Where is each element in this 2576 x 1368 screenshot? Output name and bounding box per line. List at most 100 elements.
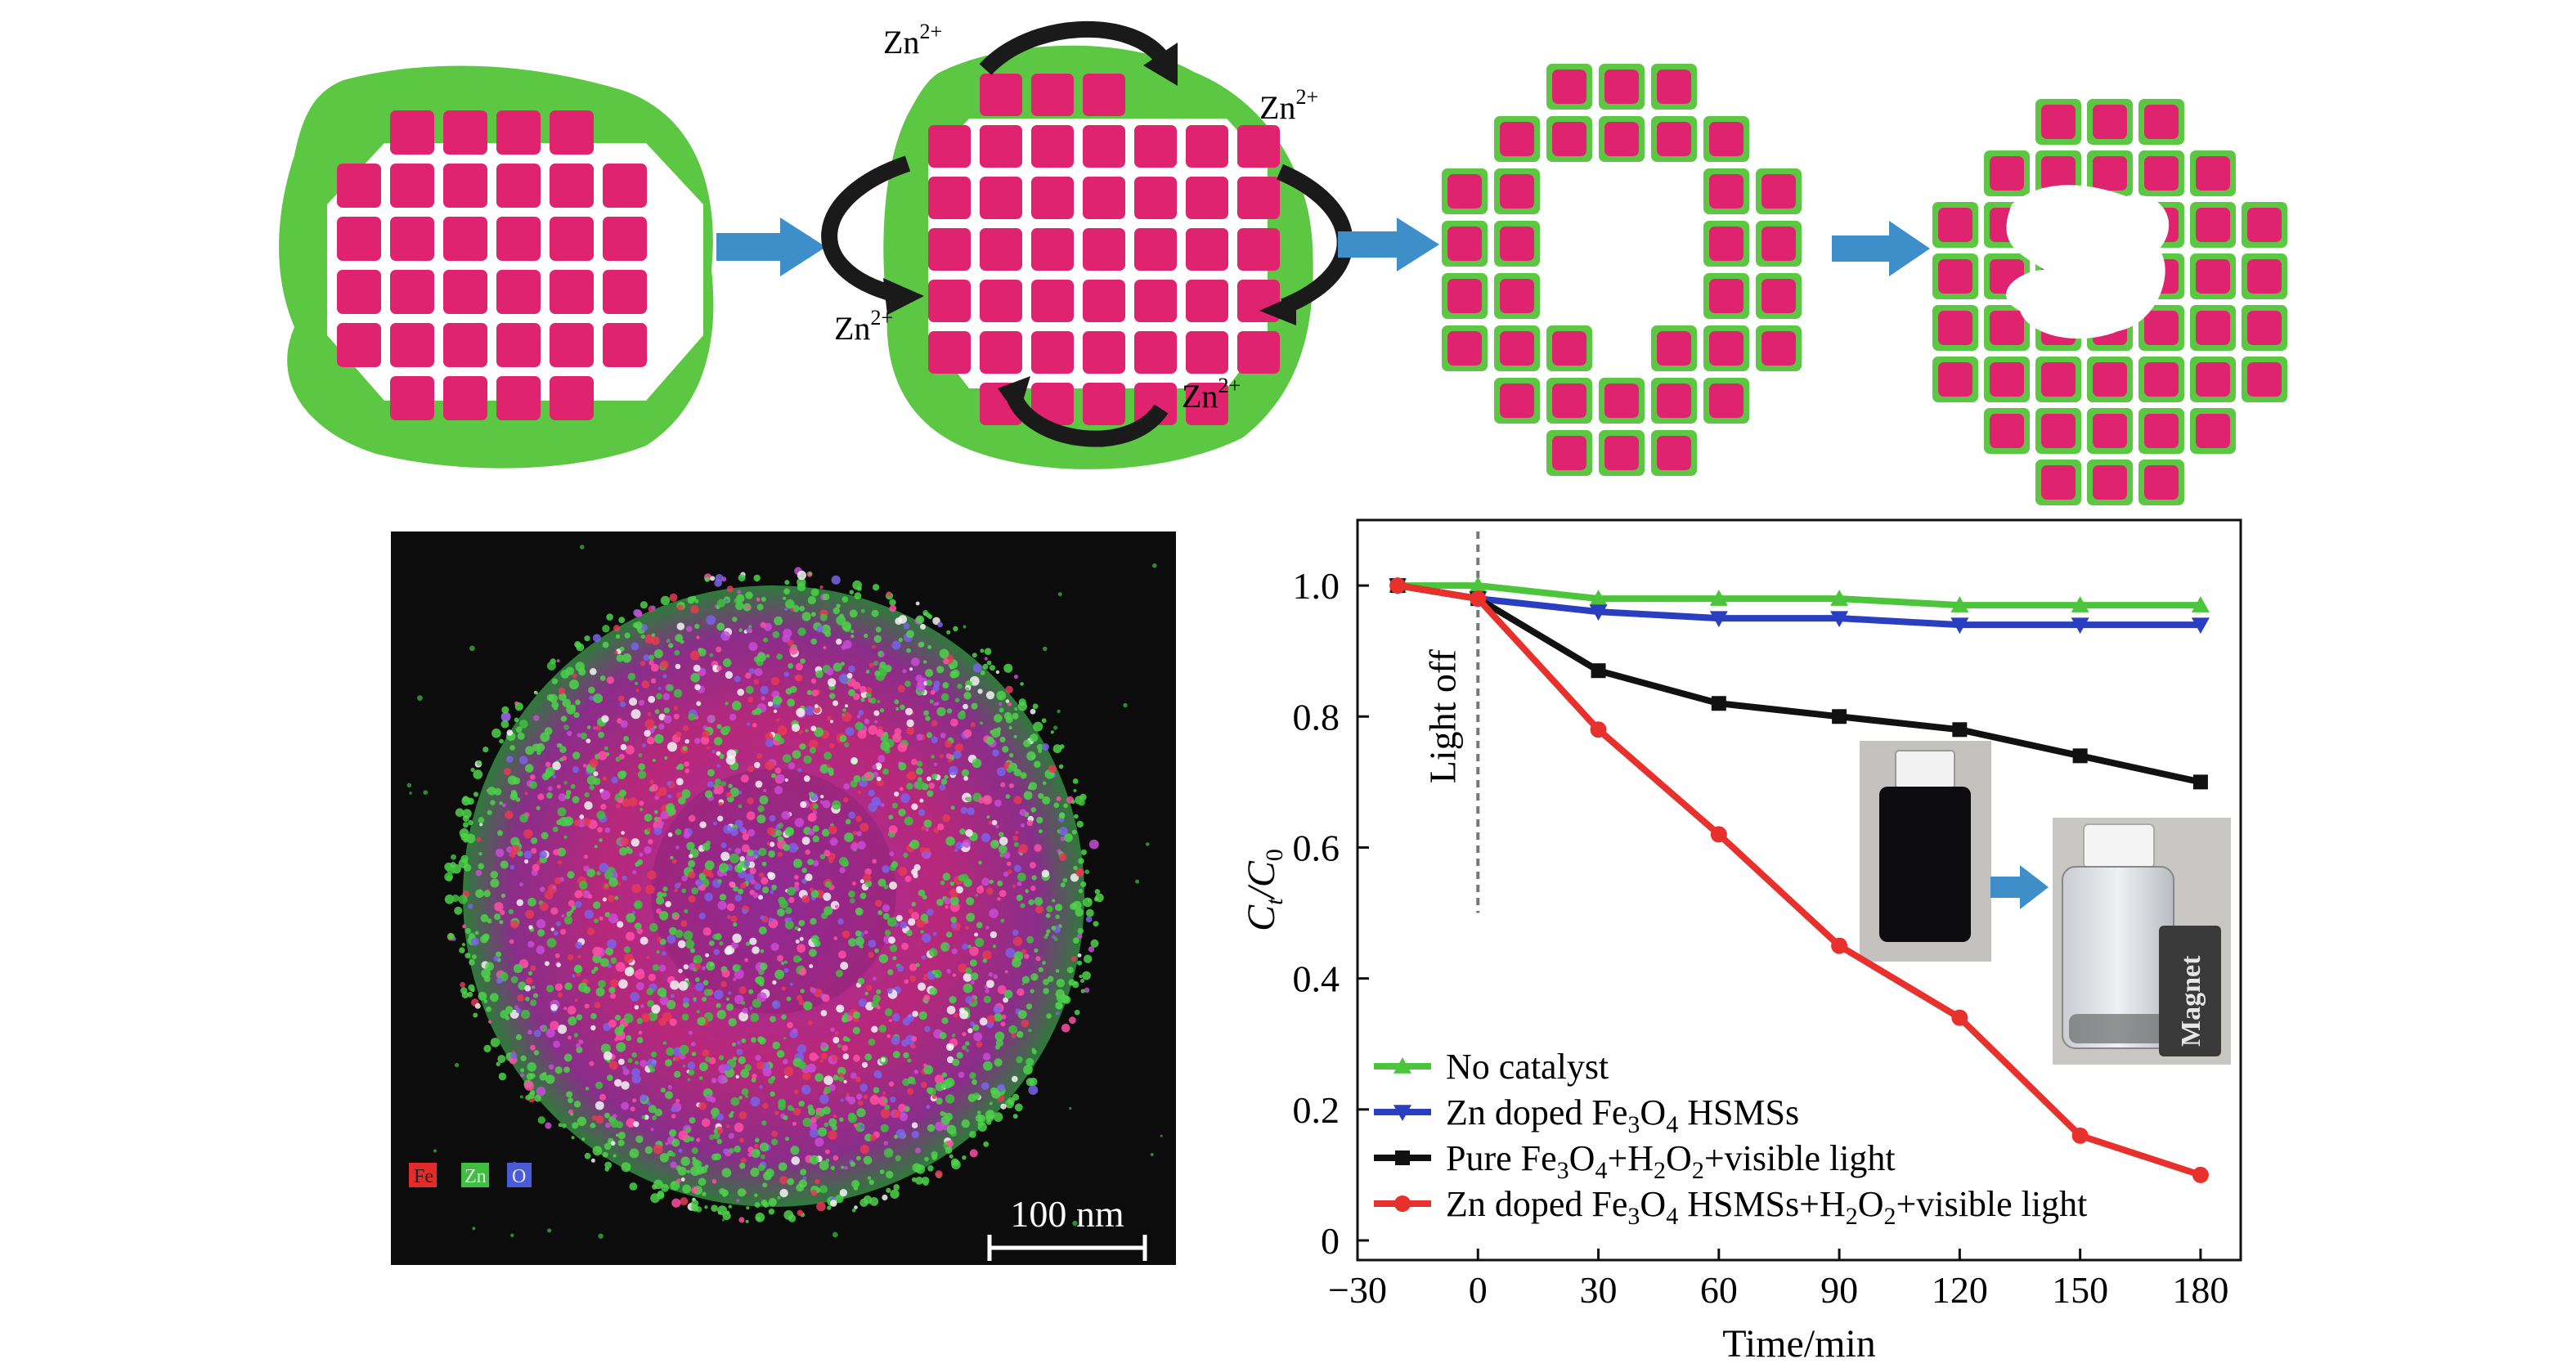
map-speckle — [963, 703, 968, 710]
map-speckle — [936, 666, 945, 674]
cube — [1500, 227, 1534, 261]
map-speckle — [1066, 967, 1074, 974]
map-speckle — [853, 1054, 860, 1062]
map-speckle — [1056, 796, 1061, 801]
legend-text-part: HSMSs+ — [1678, 1184, 1820, 1224]
map-speckle — [657, 817, 662, 822]
map-speckle-bg — [708, 1134, 715, 1141]
map-speckle — [1029, 1077, 1038, 1087]
map-speckle — [809, 1052, 818, 1061]
map-speckle — [588, 686, 595, 694]
map-speckle — [778, 1098, 786, 1107]
map-speckle — [861, 1061, 868, 1068]
map-speckle — [931, 755, 935, 759]
map-speckle — [839, 1189, 848, 1197]
map-speckle — [997, 897, 1001, 901]
map-speckle — [832, 1055, 838, 1061]
map-speckle — [572, 1122, 579, 1129]
map-speckle — [963, 692, 972, 700]
map-speckle — [901, 1039, 909, 1047]
map-speckle — [819, 585, 824, 590]
map-speckle — [876, 776, 882, 782]
map-speckle — [662, 693, 671, 701]
map-speckle — [1055, 1002, 1063, 1010]
map-speckle — [517, 732, 525, 740]
map-speckle — [898, 1103, 907, 1112]
map-speckle — [757, 1036, 765, 1043]
map-speckle — [949, 881, 955, 886]
map-speckle — [599, 1093, 607, 1101]
map-speckle — [981, 877, 990, 886]
map-speckle — [713, 1129, 718, 1134]
cube — [1657, 436, 1691, 470]
map-speckle — [819, 1160, 829, 1171]
map-speckle — [728, 847, 732, 851]
map-speckle — [574, 998, 578, 1002]
map-speckle — [728, 783, 733, 788]
map-speckle — [480, 913, 489, 922]
map-speckle — [530, 1044, 536, 1051]
map-speckle — [824, 850, 831, 857]
map-speckle — [745, 591, 753, 599]
map-speckle — [644, 1115, 649, 1120]
map-speckle — [915, 767, 923, 775]
map-speckle — [824, 751, 832, 760]
map-speckle — [945, 836, 955, 846]
map-speckle — [941, 1017, 949, 1025]
map-speckle — [550, 1003, 558, 1011]
map-speckle — [789, 982, 793, 986]
map-speckle — [927, 776, 931, 782]
map-speckle — [945, 753, 952, 759]
map-speckle — [767, 701, 774, 707]
map-speckle — [581, 1137, 586, 1141]
map-speckle — [582, 818, 591, 827]
map-speckle — [1017, 872, 1026, 881]
map-speckle — [1058, 853, 1067, 861]
map-speckle — [1013, 841, 1019, 847]
map-speckle — [729, 828, 738, 836]
map-speckle — [846, 1092, 850, 1097]
map-speckle — [749, 937, 757, 945]
map-speckle — [711, 1204, 718, 1212]
map-speckle — [526, 977, 533, 985]
map-speckle — [712, 821, 717, 826]
map-speckle — [795, 940, 800, 944]
map-speckle-bg — [472, 1227, 476, 1231]
map-speckle — [662, 1041, 667, 1045]
map-speckle — [898, 637, 903, 643]
cube — [1083, 177, 1125, 219]
data-point — [1589, 590, 1608, 606]
map-speckle — [884, 1104, 891, 1110]
map-speckle — [568, 1016, 577, 1026]
curved-arrow-left-head — [883, 278, 924, 315]
map-speckle — [651, 605, 656, 610]
map-speckle — [635, 969, 645, 980]
map-speckle — [976, 1041, 983, 1047]
map-speckle — [536, 860, 541, 866]
map-speckle — [788, 662, 794, 669]
map-speckle — [663, 707, 670, 714]
map-speckle — [824, 1075, 833, 1085]
map-speckle — [732, 617, 738, 622]
map-speckle — [586, 775, 597, 785]
map-speckle — [666, 1047, 675, 1056]
map-speckle — [724, 1063, 732, 1071]
map-speckle — [819, 1185, 828, 1194]
map-speckle — [674, 1055, 680, 1061]
map-speckle — [912, 1163, 922, 1173]
map-speckle — [577, 733, 581, 738]
map-speckle — [561, 756, 568, 761]
map-speckle — [520, 1073, 525, 1078]
map-speckle — [843, 797, 849, 803]
map-speckle — [778, 738, 785, 745]
map-speckle — [675, 1098, 680, 1103]
map-speckle — [626, 931, 635, 941]
map-speckle — [482, 933, 490, 941]
map-speckle — [729, 713, 737, 721]
map-speckle — [810, 725, 817, 732]
map-speckle — [650, 783, 658, 792]
map-speckle — [614, 895, 619, 900]
map-speckle — [464, 927, 471, 935]
map-speckle — [877, 878, 886, 887]
